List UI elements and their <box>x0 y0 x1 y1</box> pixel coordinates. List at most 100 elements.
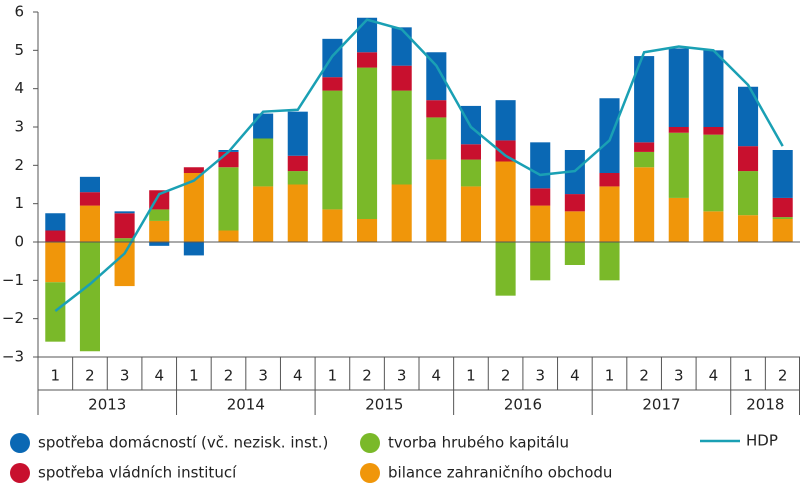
x-tick-label: 3 <box>397 367 407 385</box>
y-tick-label: −1 <box>2 271 24 289</box>
x-tick-label: 4 <box>709 367 719 385</box>
bar-segment <box>460 159 481 187</box>
bar-segment <box>357 17 378 53</box>
x-tick-label: 1 <box>743 367 753 385</box>
bar-segment <box>253 113 274 139</box>
x-tick-label: 4 <box>432 367 442 385</box>
bar-segment <box>668 48 689 127</box>
bar-segment <box>772 217 793 219</box>
year-label: 2016 <box>504 396 542 414</box>
bar-segment <box>495 140 516 162</box>
bar-segment <box>426 100 447 118</box>
legend-swatch <box>360 433 380 453</box>
bar-segment <box>564 211 585 242</box>
bar-segment <box>703 127 724 135</box>
bar-segment <box>495 242 516 296</box>
bar-segment <box>287 184 308 242</box>
x-tick-label: 3 <box>535 367 545 385</box>
legend-label: spotřeba domácností (vč. nezisk. inst.) <box>38 434 328 452</box>
bar-segment <box>564 194 585 212</box>
bar-segment <box>79 192 100 206</box>
bar-segment <box>668 132 689 198</box>
bar-segment <box>287 111 308 156</box>
bar-segment <box>45 230 66 242</box>
legend-swatch <box>10 433 30 453</box>
x-tick-label: 2 <box>224 367 234 385</box>
bar-segment <box>114 238 135 242</box>
bar-segment <box>183 242 204 256</box>
year-label: 2014 <box>227 396 265 414</box>
legend-label: spotřeba vládních institucí <box>38 464 237 482</box>
year-label: 2017 <box>642 396 680 414</box>
y-tick-label: 6 <box>14 3 24 21</box>
x-tick-label: 4 <box>154 367 164 385</box>
bar-segment <box>668 127 689 133</box>
line <box>54 18 784 312</box>
bar-segment <box>391 65 412 91</box>
bar-segment <box>495 161 516 242</box>
bar-segment <box>114 213 135 239</box>
x-tick-label: 2 <box>362 367 372 385</box>
bar-segment <box>426 159 447 242</box>
y-tick-label: 5 <box>14 41 24 59</box>
bar-segment <box>460 144 481 160</box>
bar-segment <box>634 167 655 242</box>
legend-swatch <box>360 463 380 483</box>
bar-segment <box>218 230 239 242</box>
bar-segment <box>183 167 204 173</box>
bar-segment <box>114 211 135 214</box>
legend-label: tvorba hrubého kapitálu <box>388 434 569 452</box>
bar-segment <box>703 134 724 212</box>
bar-segment <box>530 188 551 206</box>
y-tick-label: 3 <box>14 118 24 136</box>
y-tick-label: −3 <box>2 348 24 366</box>
x-tick-label: 2 <box>85 367 95 385</box>
y-tick-label: 4 <box>14 79 24 97</box>
bar-segment <box>322 90 343 210</box>
bar-segment <box>599 173 620 187</box>
legend-label: HDP <box>746 432 778 450</box>
bar-segment <box>634 56 655 143</box>
bar-segment <box>772 197 793 218</box>
bar-segment <box>391 184 412 242</box>
bar-segment <box>599 242 620 281</box>
x-tick-label: 3 <box>120 367 130 385</box>
bar-segment <box>149 220 170 242</box>
bar-segment <box>772 219 793 242</box>
bar-segment <box>738 171 759 216</box>
bar-segment <box>426 52 447 101</box>
x-tick-label: 1 <box>605 367 615 385</box>
bar-segment <box>287 155 308 172</box>
x-tick-label: 2 <box>778 367 788 385</box>
bar-segment <box>357 52 378 68</box>
bar-segment <box>45 213 66 231</box>
x-tick-label: 2 <box>501 367 511 385</box>
bar-segment <box>149 242 170 246</box>
y-tick-label: 1 <box>14 194 24 212</box>
legend-swatch <box>10 463 30 483</box>
bar-segment <box>703 211 724 242</box>
x-tick-label: 4 <box>570 367 580 385</box>
bar-segment <box>149 209 170 221</box>
bar-segment <box>322 77 343 91</box>
bar-segment <box>391 90 412 185</box>
bar-segment <box>114 242 135 287</box>
bar-segment <box>357 219 378 242</box>
bar-segment <box>772 150 793 198</box>
bar-segment <box>218 151 239 168</box>
x-tick-label: 2 <box>639 367 649 385</box>
x-tick-label: 1 <box>328 367 338 385</box>
year-label: 2013 <box>88 396 126 414</box>
bar-segment <box>45 242 66 283</box>
x-tick-label: 3 <box>258 367 268 385</box>
bar-segment <box>599 98 620 173</box>
x-tick-label: 1 <box>51 367 61 385</box>
year-label: 2015 <box>365 396 403 414</box>
bar-segment <box>322 209 343 242</box>
bar-segment <box>738 215 759 242</box>
bar-segment <box>183 173 204 242</box>
bar-segment <box>495 100 516 141</box>
bar-segment <box>460 186 481 242</box>
bar-segment <box>79 176 100 193</box>
